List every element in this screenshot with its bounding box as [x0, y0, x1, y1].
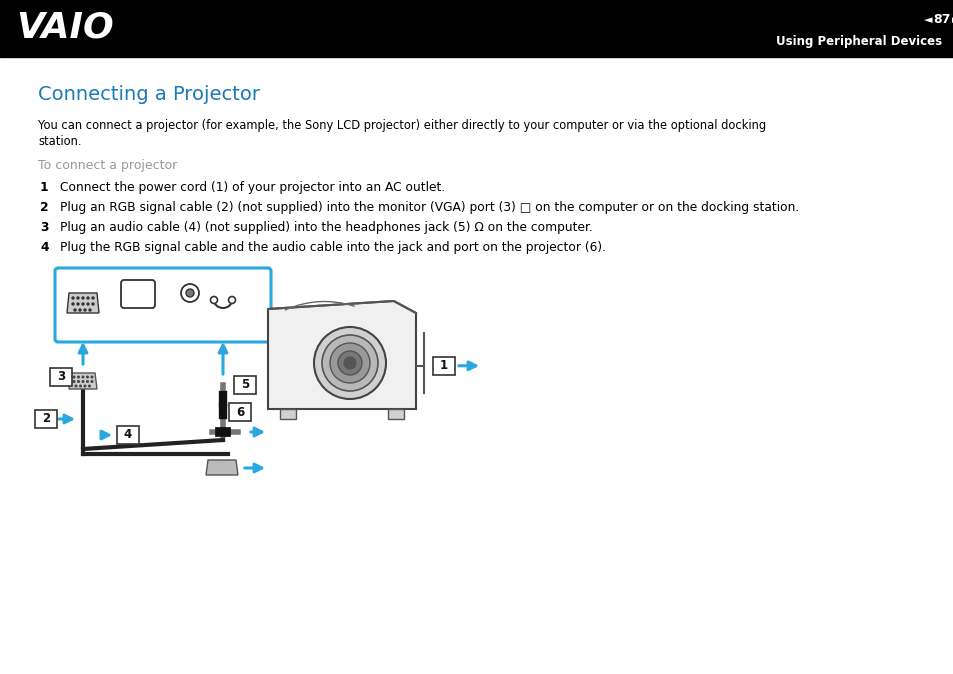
Text: Using Peripheral Devices: Using Peripheral Devices [775, 34, 941, 48]
Circle shape [186, 289, 193, 297]
Circle shape [73, 381, 74, 382]
Text: 3: 3 [57, 371, 65, 384]
Text: 4: 4 [40, 241, 49, 254]
Polygon shape [268, 301, 416, 409]
FancyBboxPatch shape [121, 280, 154, 308]
Circle shape [77, 303, 79, 305]
Circle shape [73, 376, 74, 378]
Bar [50, 368, 71, 386]
Circle shape [91, 376, 92, 378]
Text: 1: 1 [439, 359, 448, 372]
Polygon shape [206, 460, 237, 475]
Text: Plug an audio cable (4) (not supplied) into the headphones jack (5) Ω on the com: Plug an audio cable (4) (not supplied) i… [60, 221, 592, 234]
Circle shape [211, 297, 217, 303]
Bar [229, 403, 251, 421]
Circle shape [71, 297, 74, 299]
Circle shape [84, 309, 86, 311]
Circle shape [71, 303, 74, 305]
Circle shape [314, 327, 386, 399]
Circle shape [84, 386, 86, 387]
Bar [433, 357, 455, 375]
Circle shape [229, 297, 235, 303]
Text: 6: 6 [235, 406, 244, 419]
Circle shape [181, 284, 199, 302]
Circle shape [91, 381, 92, 382]
Circle shape [87, 303, 89, 305]
Text: 87: 87 [932, 13, 950, 26]
Bar [117, 426, 139, 444]
Circle shape [87, 297, 89, 299]
Circle shape [79, 309, 81, 311]
Bar [0, 0, 953, 57]
Circle shape [89, 309, 91, 311]
Text: ►: ► [951, 15, 953, 25]
Text: To connect a projector: To connect a projector [38, 159, 177, 172]
Polygon shape [67, 293, 99, 313]
Circle shape [82, 303, 84, 305]
Circle shape [77, 376, 79, 378]
Text: 1: 1 [40, 181, 49, 194]
Text: Connecting a Projector: Connecting a Projector [38, 85, 260, 104]
Text: 3: 3 [40, 221, 49, 234]
Text: Connect the power cord (1) of your projector into an AC outlet.: Connect the power cord (1) of your proje… [60, 181, 445, 194]
Text: 4: 4 [124, 429, 132, 441]
Bar [35, 410, 57, 428]
Circle shape [330, 343, 370, 383]
Circle shape [82, 297, 84, 299]
Circle shape [77, 381, 79, 382]
Text: ◄: ◄ [923, 15, 931, 25]
Text: station.: station. [38, 135, 81, 148]
Circle shape [82, 376, 84, 378]
Text: 2: 2 [40, 201, 49, 214]
Text: Plug an RGB signal cable (2) (not supplied) into the monitor (VGA) port (3) □ on: Plug an RGB signal cable (2) (not suppli… [60, 201, 799, 214]
Circle shape [87, 381, 89, 382]
Text: You can connect a projector (for example, the Sony LCD projector) either directl: You can connect a projector (for example… [38, 119, 765, 132]
Circle shape [77, 297, 79, 299]
Circle shape [75, 386, 77, 387]
Circle shape [82, 381, 84, 382]
Circle shape [89, 386, 91, 387]
Circle shape [74, 309, 76, 311]
Circle shape [87, 376, 89, 378]
Circle shape [91, 297, 94, 299]
Text: 5: 5 [240, 379, 249, 392]
Bar [233, 376, 255, 394]
Polygon shape [69, 373, 97, 389]
Bar [280, 409, 295, 419]
Circle shape [91, 303, 94, 305]
Text: 2: 2 [42, 412, 50, 425]
Text: Plug the RGB signal cable and the audio cable into the jack and port on the proj: Plug the RGB signal cable and the audio … [60, 241, 605, 254]
Text: VAIO: VAIO [16, 10, 113, 44]
Circle shape [322, 335, 377, 391]
Circle shape [80, 386, 81, 387]
Circle shape [344, 357, 355, 369]
FancyBboxPatch shape [55, 268, 271, 342]
Bar [388, 409, 403, 419]
Circle shape [337, 351, 361, 375]
